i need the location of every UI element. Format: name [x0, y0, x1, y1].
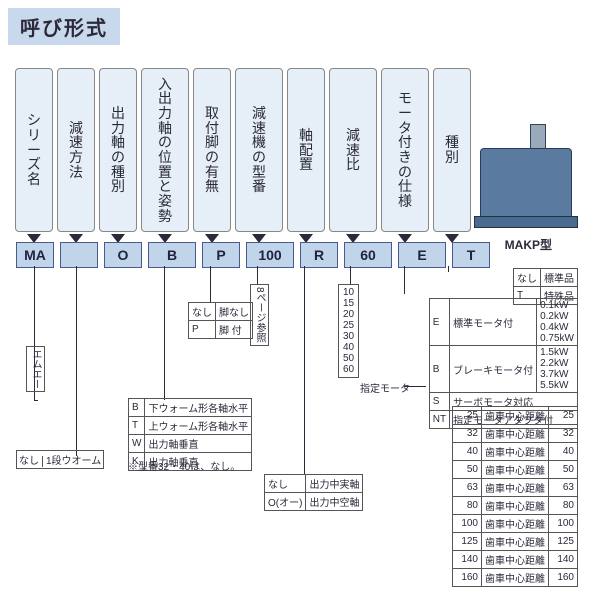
pose-note: ※型番32・40は、なし。: [128, 458, 240, 473]
gearbox-illustration: [470, 118, 580, 228]
code-cell-5: 100: [246, 242, 294, 268]
gear-foot: [474, 216, 578, 228]
code-row: MA OBP100R60ET: [16, 242, 490, 268]
gear-model-label: MAKP型: [505, 236, 552, 253]
code-cell-2: O: [104, 242, 142, 268]
code-cell-8: E: [398, 242, 446, 268]
header-col-3: 入出力軸の位置と姿勢: [142, 68, 188, 243]
conn-motor: [404, 266, 405, 294]
page-title: 呼び形式: [8, 8, 120, 45]
conn-pose: [164, 266, 165, 400]
code-cell-7: 60: [344, 242, 392, 268]
header-col-8: モータ付きの仕様: [382, 68, 428, 243]
model-page-note: 8ページ参照: [250, 284, 269, 346]
header-col-6: 軸配置: [288, 68, 324, 243]
ratio-list: 10 15 20 25 30 40 50 60: [338, 284, 359, 378]
header-col-4: 取付脚の有無: [194, 68, 230, 243]
conn-kind: [448, 266, 449, 272]
code-cell-9: T: [452, 242, 490, 268]
leg-table: なし脚なしP脚 付: [188, 302, 253, 339]
conn-leg: [210, 266, 211, 302]
header-col-7: 減速比: [330, 68, 376, 243]
code-cell-0: MA: [16, 242, 54, 268]
code-cell-6: R: [300, 242, 338, 268]
conn-shaft: [304, 266, 305, 474]
code-cell-3: B: [148, 242, 196, 268]
series-note: エムエー: [26, 346, 45, 392]
header-col-0: シリーズ名: [16, 68, 52, 243]
conn-desig: [404, 386, 426, 387]
header-col-9: 種別: [434, 68, 470, 243]
shaft-table: なし出力中実軸O(オー)出力中空軸: [264, 474, 363, 511]
code-cell-4: P: [202, 242, 240, 268]
code-cell-1: [60, 242, 98, 268]
header-col-2: 出力軸の種別: [100, 68, 136, 243]
conn-method: [76, 266, 77, 456]
designated-motor-label: 指定モータ: [360, 380, 410, 395]
header-col-1: 減速方法: [58, 68, 94, 243]
gear-body: [480, 148, 572, 220]
conn-model: [257, 266, 258, 284]
diagram-root: 呼び形式 シリーズ名減速方法出力軸の種別入出力軸の位置と姿勢取付脚の有無減速機の…: [8, 8, 592, 592]
reduction-method-note: なし1段ウオーム: [16, 450, 104, 469]
conn-stub: [34, 400, 38, 401]
header-col-5: 減速機の型番: [236, 68, 282, 243]
center-distance-table: 25歯車中心距離2532歯車中心距離3240歯車中心距離4050歯車中心距離50…: [452, 406, 578, 587]
conn-ratio: [350, 266, 351, 284]
